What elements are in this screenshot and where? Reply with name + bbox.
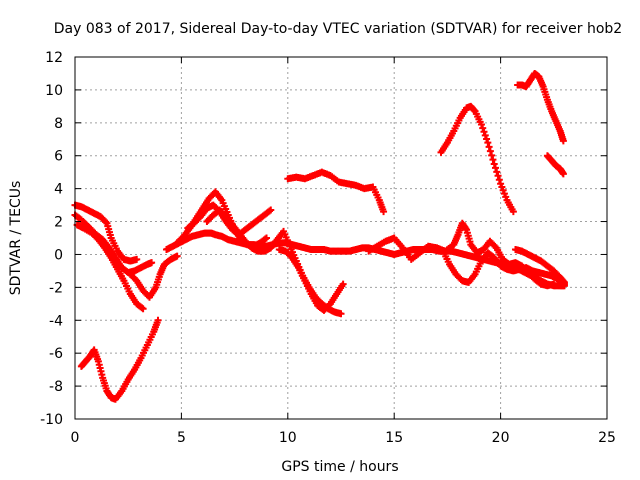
y-axis-label: SDTVAR / TECUs bbox=[8, 181, 24, 296]
x-tick-label: 0 bbox=[71, 430, 80, 446]
data-point bbox=[485, 143, 493, 151]
y-tick-label: -6 bbox=[49, 346, 63, 362]
y-tick-label: -8 bbox=[49, 379, 63, 395]
series-arc-17 bbox=[543, 152, 567, 178]
y-tick-label: -2 bbox=[49, 280, 63, 296]
data-point bbox=[495, 176, 503, 184]
y-tick-label: 8 bbox=[54, 116, 63, 132]
chart-title: Day 083 of 2017, Sidereal Day-to-day VTE… bbox=[54, 21, 622, 37]
data-point bbox=[486, 147, 494, 155]
y-tick-label: 10 bbox=[45, 83, 63, 99]
y-tick-label: 4 bbox=[54, 182, 63, 198]
series-arc-3 bbox=[73, 221, 147, 313]
data-point bbox=[337, 310, 345, 318]
data-point bbox=[133, 255, 141, 263]
y-tick-label: -4 bbox=[49, 313, 63, 329]
data-point bbox=[494, 172, 502, 180]
data-point bbox=[267, 206, 275, 214]
data-point bbox=[483, 135, 491, 143]
data-point bbox=[550, 280, 558, 288]
data-point bbox=[139, 305, 147, 313]
data-point bbox=[484, 139, 492, 147]
series-arc-4 bbox=[126, 252, 181, 301]
y-tick-label: -10 bbox=[40, 412, 63, 428]
data-point bbox=[477, 120, 485, 128]
x-tick-label: 15 bbox=[385, 430, 403, 446]
y-tick-label: 0 bbox=[54, 247, 63, 263]
data-point bbox=[481, 131, 489, 139]
data-point bbox=[380, 208, 388, 216]
series-arc-11 bbox=[284, 168, 388, 216]
axes: 0 5 10 15 20 25 -10 -8 -6 -4 -2 0 2 4 6 8 10 12 bbox=[40, 50, 616, 446]
series-arc-13 bbox=[433, 244, 568, 288]
data-point bbox=[559, 170, 567, 178]
data-point bbox=[493, 168, 501, 176]
series-arc-9 bbox=[203, 206, 345, 318]
plot-frame bbox=[74, 56, 608, 420]
series-arc-16 bbox=[514, 69, 567, 145]
data-point bbox=[154, 316, 162, 324]
series-arc-5 bbox=[77, 316, 162, 403]
series-arc-15 bbox=[437, 102, 517, 216]
y-tick-label: 6 bbox=[54, 149, 63, 165]
data-point bbox=[491, 243, 499, 251]
series-arc-14 bbox=[511, 246, 568, 286]
data-point bbox=[559, 137, 567, 145]
data-point bbox=[490, 160, 498, 168]
data-point bbox=[173, 252, 181, 260]
data-point bbox=[509, 208, 517, 216]
data-point bbox=[560, 278, 568, 286]
data-point bbox=[102, 218, 110, 226]
data-point bbox=[263, 234, 271, 242]
data-point bbox=[491, 164, 499, 172]
data-points bbox=[71, 69, 568, 403]
series-arc-10 bbox=[275, 246, 347, 314]
y-tick-label: 2 bbox=[54, 215, 63, 231]
data-point bbox=[480, 128, 488, 136]
x-tick-label: 20 bbox=[492, 430, 510, 446]
data-point bbox=[148, 259, 156, 267]
y-tick-label: 12 bbox=[45, 50, 63, 66]
x-tick-label: 10 bbox=[279, 430, 297, 446]
x-axis-label: GPS time / hours bbox=[281, 459, 398, 475]
data-point bbox=[479, 124, 487, 132]
x-tick-label: 25 bbox=[598, 430, 616, 446]
series-arc-1 bbox=[71, 201, 141, 265]
data-point bbox=[488, 151, 496, 159]
data-point bbox=[489, 156, 497, 164]
x-tick-label: 5 bbox=[177, 430, 186, 446]
data-point bbox=[339, 280, 347, 288]
